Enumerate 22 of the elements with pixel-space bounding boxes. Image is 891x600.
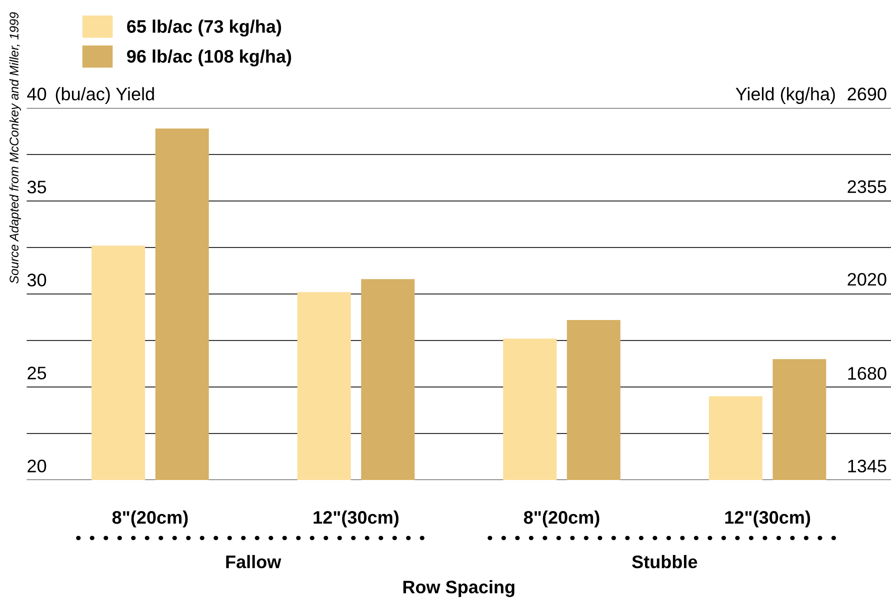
text: Stubble	[632, 555, 698, 568]
y-tick-label: 25	[28, 366, 46, 380]
x-axis-title: Row Spacing	[403, 580, 514, 598]
y2-tick-label: 2690	[848, 88, 886, 100]
x-tick-label: 8"(20cm)	[524, 510, 600, 528]
y2-tick-label: 2355	[848, 180, 886, 194]
y2-tick-label: 2020	[848, 272, 886, 286]
y2-tick-label: 1680	[848, 366, 886, 380]
y-tick-label: 40	[27, 88, 46, 100]
y-tick-label: 20	[28, 460, 46, 472]
legend-label: 65 lb/ac (73 kg/ha)	[127, 20, 282, 37]
y-tick-label: 30	[27, 274, 46, 286]
y2-axis-title: Yield (kg/ha)	[736, 87, 835, 104]
y-tick-label: 35	[27, 180, 46, 194]
source-note: Source Adapted from McConkey and Miller, 1999	[9, 12, 21, 284]
x-tick-label: 12"(30cm)	[314, 510, 399, 528]
x-tick-label: 8"(20cm)	[112, 510, 188, 528]
legend-label: 96 lb/ac (108 kg/ha)	[127, 49, 292, 66]
text: Fallow	[226, 555, 282, 568]
y2-tick-label: 1345	[848, 460, 886, 472]
y-axis-title: (bu/ac) Yield	[56, 87, 154, 104]
x-tick-label: 12"(30cm)	[725, 510, 810, 528]
